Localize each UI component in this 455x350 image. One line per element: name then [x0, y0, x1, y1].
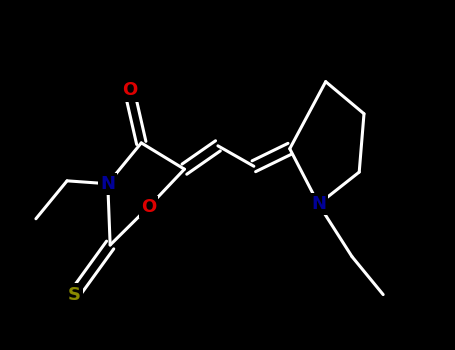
Text: N: N	[311, 195, 326, 213]
Text: N: N	[100, 175, 115, 193]
Text: S: S	[68, 286, 81, 303]
Text: O: O	[121, 82, 137, 99]
Text: O: O	[141, 198, 156, 216]
